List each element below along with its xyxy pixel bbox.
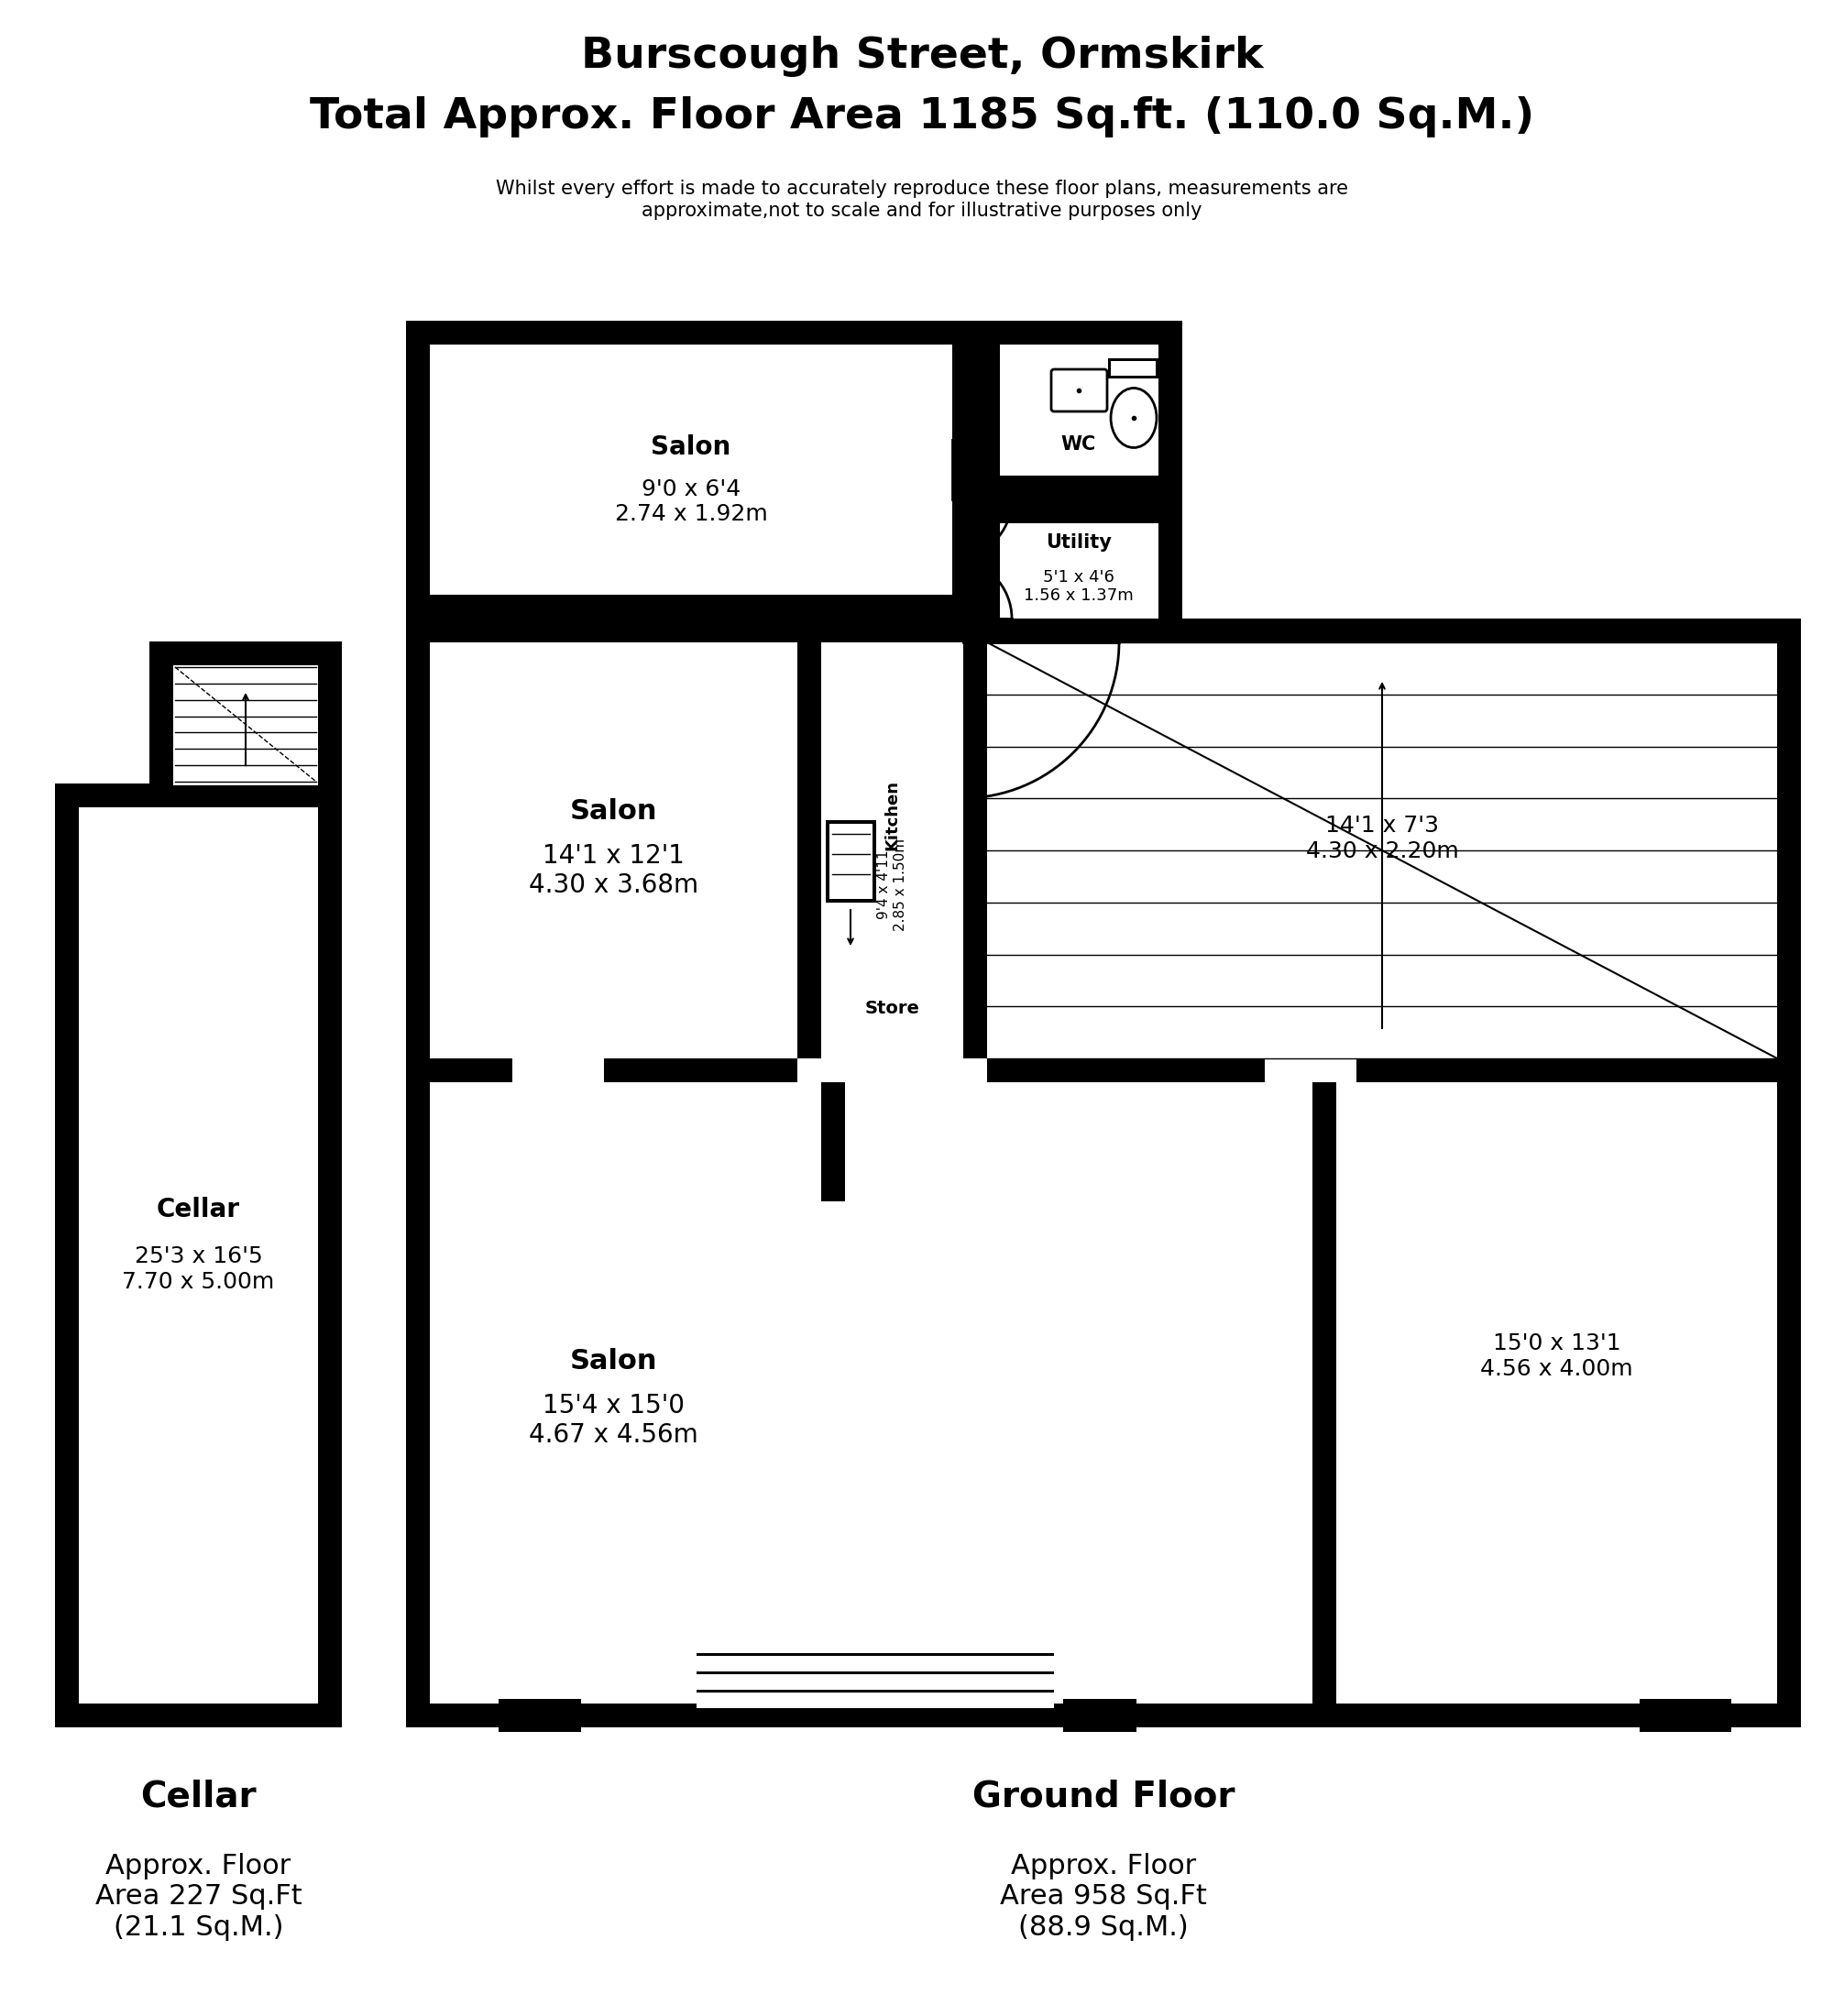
Bar [975, 500, 1182, 619]
Bar [830, 825, 872, 899]
Text: 15'0 x 13'1
4.56 x 4.00m: 15'0 x 13'1 4.56 x 4.00m [1481, 1333, 1634, 1379]
FancyBboxPatch shape [1051, 369, 1106, 411]
Bar [999, 524, 1158, 619]
Text: Ground Floor: Ground Floor [972, 1778, 1235, 1814]
Bar [975, 321, 1182, 500]
Bar [797, 643, 821, 1058]
Bar [963, 643, 987, 1058]
Text: Salon: Salon [651, 433, 730, 460]
Bar [1110, 361, 1156, 375]
Text: 14'1 x 7'3
4.30 x 2.20m: 14'1 x 7'3 4.30 x 2.20m [1306, 814, 1459, 863]
Bar [149, 641, 341, 784]
Text: Whilst every effort is made to accurately reproduce these floor plans, measureme: Whilst every effort is made to accuratel… [496, 179, 1348, 220]
Bar [1064, 1699, 1136, 1732]
Bar [430, 1058, 513, 1083]
Bar [987, 1058, 1265, 1083]
Bar [826, 821, 876, 903]
Bar [1639, 1699, 1732, 1732]
Text: Store: Store [865, 1000, 920, 1016]
Bar [697, 1653, 1055, 1708]
Bar [55, 784, 341, 1728]
Text: Utility: Utility [1046, 534, 1112, 552]
Bar [430, 345, 952, 595]
Text: Total Approx. Floor Area 1185 Sq.ft. (110.0 Sq.M.): Total Approx. Floor Area 1185 Sq.ft. (11… [310, 97, 1534, 137]
Text: 15'4 x 15'0
4.67 x 4.56m: 15'4 x 15'0 4.67 x 4.56m [529, 1393, 699, 1447]
Text: 9'4 x 4'11
2.85 x 1.50m: 9'4 x 4'11 2.85 x 1.50m [878, 839, 907, 931]
Text: WC: WC [1060, 435, 1095, 454]
Text: Salon: Salon [570, 798, 656, 825]
Bar [498, 1699, 581, 1732]
Bar [406, 321, 975, 619]
Bar [1357, 1058, 1778, 1083]
Ellipse shape [1110, 387, 1156, 448]
Text: Approx. Floor
Area 958 Sq.Ft
(88.9 Sq.M.): Approx. Floor Area 958 Sq.Ft (88.9 Sq.M.… [999, 1853, 1208, 1941]
Text: 14'1 x 12'1
4.30 x 3.68m: 14'1 x 12'1 4.30 x 3.68m [529, 843, 699, 899]
Bar [605, 1058, 797, 1083]
Bar [406, 619, 1802, 1728]
Bar [697, 1689, 1055, 1693]
Text: Salon: Salon [570, 1347, 656, 1375]
Bar [697, 1653, 1055, 1655]
Bar [173, 665, 317, 784]
Bar [697, 1671, 1055, 1673]
Bar [1108, 359, 1158, 379]
Text: 9'0 x 6'4
2.74 x 1.92m: 9'0 x 6'4 2.74 x 1.92m [614, 478, 767, 526]
Text: Kitchen: Kitchen [883, 780, 900, 851]
Text: Approx. Floor
Area 227 Sq.Ft
(21.1 Sq.M.): Approx. Floor Area 227 Sq.Ft (21.1 Sq.M.… [96, 1853, 302, 1941]
Text: 25'3 x 16'5
7.70 x 5.00m: 25'3 x 16'5 7.70 x 5.00m [122, 1246, 275, 1292]
Bar [821, 1083, 845, 1202]
Bar [1313, 1083, 1337, 1704]
Text: 5'1 x 4'6
1.56 x 1.37m: 5'1 x 4'6 1.56 x 1.37m [1023, 569, 1134, 605]
Text: Cellar: Cellar [140, 1778, 256, 1814]
Bar [173, 782, 317, 786]
Bar [430, 643, 1778, 1704]
Text: Burscough Street, Ormskirk: Burscough Street, Ormskirk [581, 36, 1263, 77]
Text: Cellar: Cellar [157, 1198, 240, 1222]
Bar [79, 806, 317, 1704]
Bar [999, 345, 1158, 476]
